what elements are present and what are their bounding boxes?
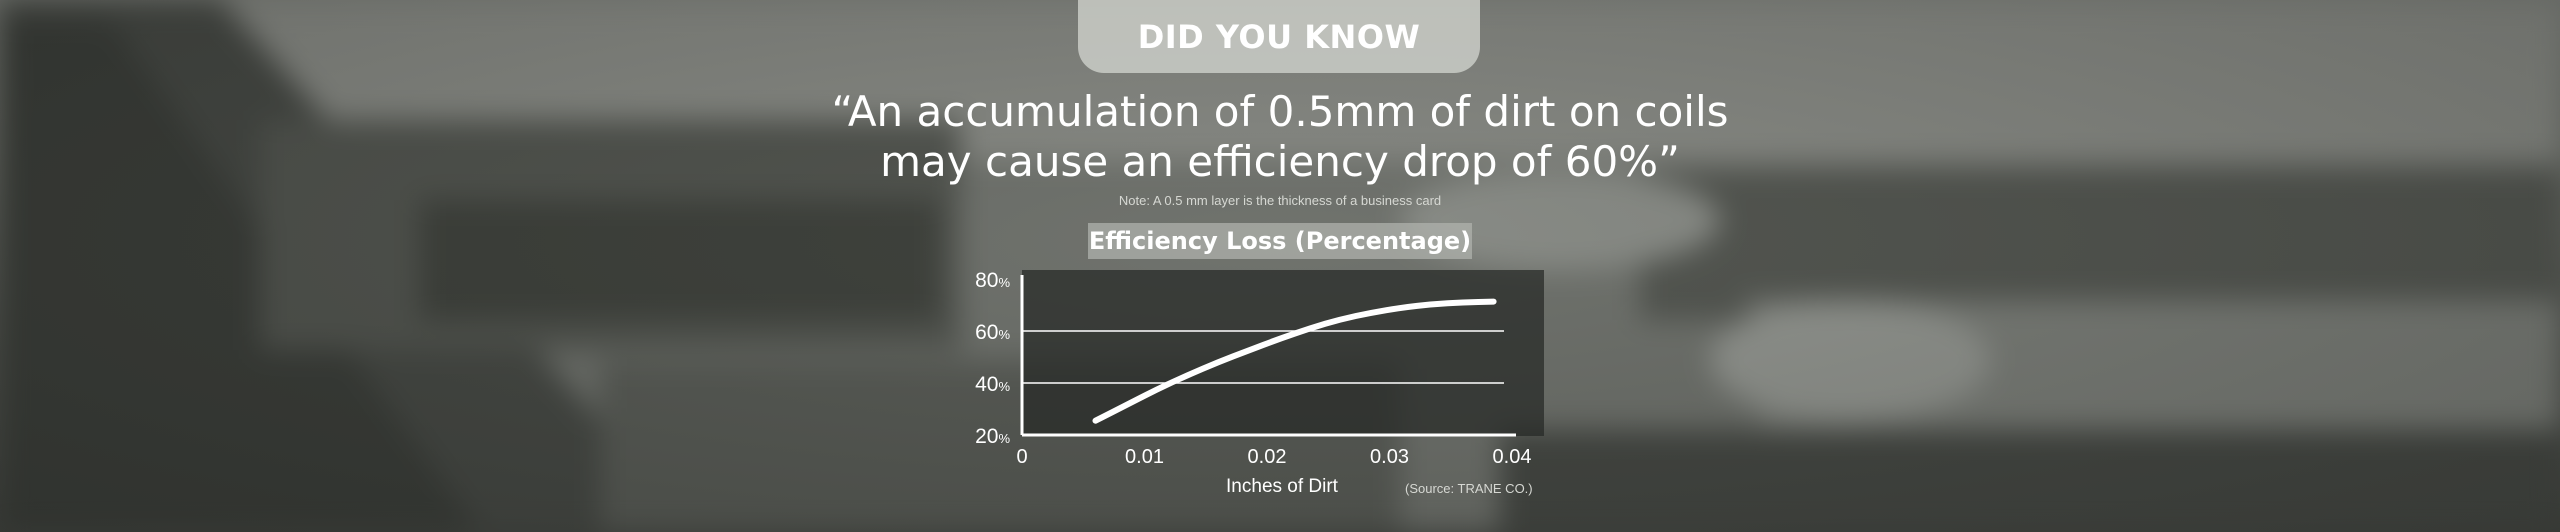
y-tick-label-20: 20%	[975, 425, 1010, 448]
x-axis-label: Inches of Dirt	[1226, 476, 1338, 497]
tab-label: DID YOU KNOW	[1137, 17, 1421, 56]
x-tick-label-0: 0	[1016, 446, 1027, 468]
quote-line-2: may cause an efficiency drop of 60%”	[880, 137, 1680, 186]
x-tick-label-0.01: 0.01	[1125, 446, 1164, 468]
plot-background	[1022, 270, 1544, 436]
y-tick-label-60: 60%	[975, 321, 1010, 344]
chart-title: Efficiency Loss (Percentage)	[1088, 227, 1472, 255]
y-tick-label-40: 40%	[975, 373, 1010, 396]
did-you-know-tab: DID YOU KNOW	[1078, 0, 1480, 73]
chart-title-box: Efficiency Loss (Percentage)	[1088, 223, 1472, 259]
x-tick-label-0.04: 0.04	[1493, 446, 1532, 468]
efficiency-loss-curve	[1092, 298, 1497, 424]
x-tick-label-0.02: 0.02	[1248, 446, 1287, 468]
source-text: (Source: TRANE CO.)	[1405, 481, 1533, 496]
note-text: Note: A 0.5 mm layer is the thickness of…	[1118, 193, 1442, 208]
quote-line-1: “An accumulation of 0.5mm of dirt on coi…	[831, 87, 1729, 136]
efficiency-loss-chart: 20% 40% 60% 80% 0 0.01 0.02 0.03 0.04	[975, 269, 1532, 468]
y-tick-label-80: 80%	[975, 269, 1010, 292]
x-tick-label-0.03: 0.03	[1370, 446, 1409, 468]
